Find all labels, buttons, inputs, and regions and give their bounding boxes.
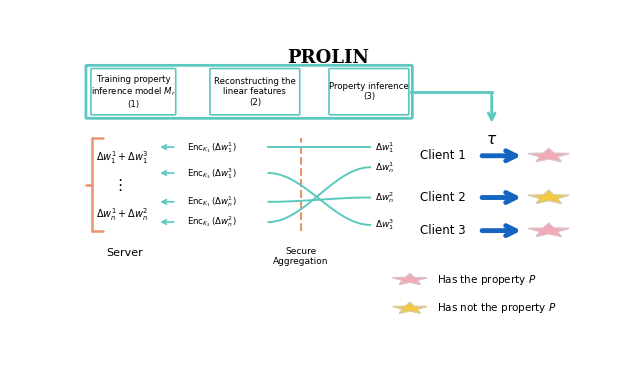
Polygon shape (393, 302, 427, 313)
Text: Has not the property $P$: Has not the property $P$ (437, 301, 557, 315)
Text: $\Delta w_n^1 + \Delta w_n^2$: $\Delta w_n^1 + \Delta w_n^2$ (96, 206, 148, 223)
Text: Property inference
(3): Property inference (3) (329, 82, 409, 101)
Text: Has the property $P$: Has the property $P$ (437, 273, 536, 286)
Text: $\vdots$: $\vdots$ (112, 177, 122, 193)
Text: Client 2: Client 2 (420, 191, 465, 204)
Text: $\tau$: $\tau$ (486, 133, 497, 147)
Text: $\Delta w_1^1 + \Delta w_1^3$: $\Delta w_1^1 + \Delta w_1^3$ (96, 149, 148, 166)
Polygon shape (529, 223, 569, 236)
Text: $\mathrm{Enc}_{K_1}\,(\Delta w_1^1)$: $\mathrm{Enc}_{K_1}\,(\Delta w_1^1)$ (187, 140, 236, 154)
Text: Client 3: Client 3 (420, 224, 465, 237)
Text: Reconstructing the
linear features
(2): Reconstructing the linear features (2) (214, 77, 296, 107)
Text: Training property
inference model $M_r$
(1): Training property inference model $M_r$ … (91, 75, 176, 108)
Polygon shape (529, 148, 569, 162)
Text: Secure
Aggregation: Secure Aggregation (273, 247, 328, 266)
FancyBboxPatch shape (210, 68, 300, 115)
Text: $\mathrm{Enc}_{K_3}\,(\Delta w_1^3)$: $\mathrm{Enc}_{K_3}\,(\Delta w_1^3)$ (187, 166, 236, 181)
FancyBboxPatch shape (91, 68, 176, 115)
Text: $\Delta w_1^1$: $\Delta w_1^1$ (375, 140, 394, 154)
Polygon shape (529, 190, 569, 203)
Text: $\Delta w_n^2$: $\Delta w_n^2$ (375, 190, 394, 205)
Text: Server: Server (106, 248, 143, 258)
Text: Client 1: Client 1 (420, 149, 465, 162)
Text: PROLIN: PROLIN (287, 49, 369, 67)
Polygon shape (393, 273, 427, 285)
FancyBboxPatch shape (329, 68, 409, 115)
Text: $\Delta w_1^3$: $\Delta w_1^3$ (375, 217, 394, 232)
Text: $\mathrm{Enc}_{K_1}\,(\Delta w_n^1)$: $\mathrm{Enc}_{K_1}\,(\Delta w_n^1)$ (187, 194, 236, 209)
Text: $\Delta w_n^1$: $\Delta w_n^1$ (375, 160, 394, 175)
Text: $\mathrm{Enc}_{K_2}\,(\Delta w_n^2)$: $\mathrm{Enc}_{K_2}\,(\Delta w_n^2)$ (187, 215, 236, 230)
